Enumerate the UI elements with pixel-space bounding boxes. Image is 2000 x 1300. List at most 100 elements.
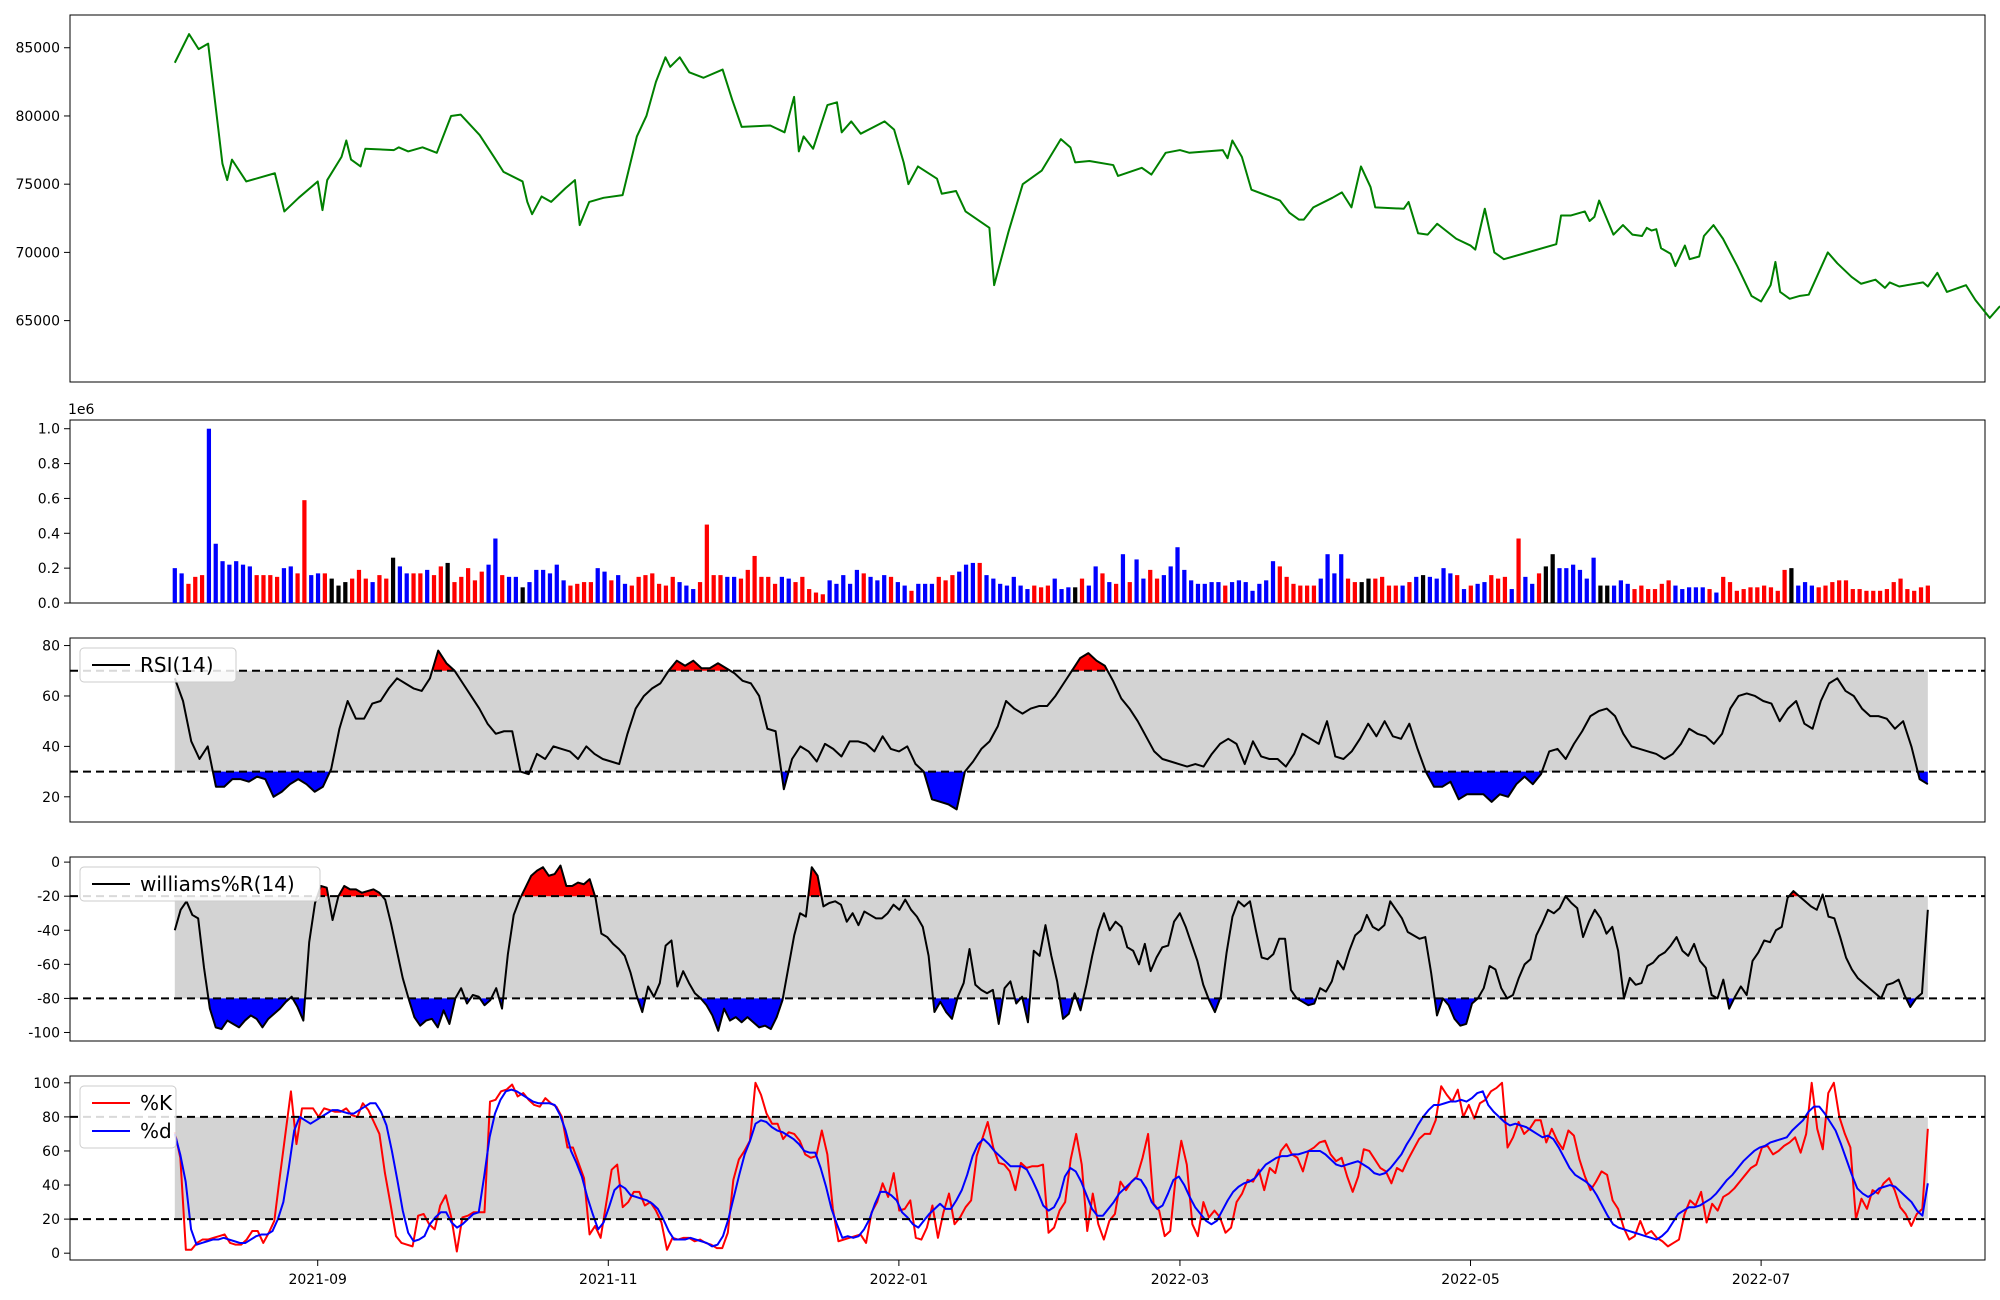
volume-bar bbox=[1509, 589, 1514, 603]
volume-ytick-label: 0.4 bbox=[38, 526, 60, 542]
williams-overbought-fill bbox=[338, 885, 383, 897]
volume-bar bbox=[1380, 576, 1385, 603]
volume-bar bbox=[1830, 582, 1835, 603]
volume-bar bbox=[1557, 568, 1562, 603]
volume-ytick-label: 1.0 bbox=[38, 422, 60, 438]
volume-bar bbox=[302, 500, 307, 603]
volume-bar bbox=[275, 576, 280, 603]
volume-bar bbox=[459, 576, 464, 603]
volume-bar bbox=[431, 575, 437, 603]
volume-bar bbox=[909, 590, 914, 603]
stochastic-legend-label: %d bbox=[140, 1119, 172, 1143]
volume-bar bbox=[1216, 582, 1221, 603]
volume-bar bbox=[315, 573, 321, 603]
volume-bar bbox=[1352, 582, 1357, 603]
volume-ytick-label: 0.0 bbox=[38, 596, 60, 612]
volume-bar bbox=[725, 576, 730, 603]
volume-bar bbox=[752, 555, 757, 603]
volume-bar bbox=[486, 564, 491, 603]
volume-bar bbox=[1775, 590, 1780, 603]
rsi-oversold-fill bbox=[1425, 771, 1542, 802]
volume-bar bbox=[452, 582, 457, 603]
xtick-label: 2022-05 bbox=[1441, 1272, 1500, 1288]
volume-bar bbox=[1298, 585, 1303, 603]
volume-bar bbox=[1530, 583, 1535, 603]
volume-bar bbox=[834, 583, 839, 603]
rsi-legend: RSI(14) bbox=[79, 647, 237, 683]
stochastic-ytick-label: 20 bbox=[42, 1212, 60, 1228]
volume-bar bbox=[1762, 585, 1767, 603]
stochastic-ytick-label: 60 bbox=[42, 1144, 60, 1160]
stochastic-ytick-label: 100 bbox=[33, 1076, 60, 1092]
volume-bar bbox=[506, 576, 512, 603]
volume-bar bbox=[588, 582, 594, 603]
volume-bar bbox=[970, 562, 975, 603]
volume-bar bbox=[1284, 576, 1289, 603]
williams-legend-box bbox=[79, 866, 321, 902]
volume-bar bbox=[1414, 576, 1419, 603]
stochastic-ytick-label: 40 bbox=[42, 1178, 60, 1194]
xtick-label: 2021-11 bbox=[579, 1272, 638, 1288]
volume-bar bbox=[1093, 566, 1098, 603]
volume-bar bbox=[418, 573, 423, 603]
volume-bar bbox=[513, 576, 518, 603]
volume-bar bbox=[1066, 587, 1071, 603]
volume-bar bbox=[1782, 569, 1787, 603]
volume-bar bbox=[1646, 589, 1651, 603]
volume-bar bbox=[616, 575, 621, 603]
volume-bar bbox=[636, 576, 641, 603]
volume-bar bbox=[493, 538, 498, 603]
volume-bar bbox=[1912, 590, 1917, 603]
volume-bar bbox=[309, 575, 314, 603]
volume-bar bbox=[1536, 573, 1542, 603]
volume-bar bbox=[390, 557, 396, 603]
volume-bar bbox=[336, 585, 341, 603]
volume-bar bbox=[1366, 578, 1371, 603]
volume-bar bbox=[643, 575, 648, 603]
volume-bar bbox=[568, 585, 573, 603]
volume-bar bbox=[1918, 587, 1924, 603]
volume-bar bbox=[902, 585, 907, 603]
williams-legend-label: williams%R(14) bbox=[140, 872, 295, 896]
volume-bar bbox=[998, 583, 1003, 603]
volume-bar bbox=[1543, 566, 1548, 603]
rsi-ytick-label: 20 bbox=[42, 790, 60, 806]
rsi-ytick-label: 60 bbox=[42, 689, 60, 705]
volume-bar bbox=[691, 589, 696, 603]
volume-bar bbox=[1823, 585, 1828, 603]
volume-bar bbox=[847, 583, 853, 603]
volume-bar bbox=[772, 583, 778, 603]
volume-bar bbox=[684, 585, 689, 603]
volume-bar bbox=[1332, 573, 1337, 603]
volume-bar bbox=[1877, 590, 1883, 603]
volume-bar bbox=[1482, 582, 1487, 603]
volume-bar bbox=[875, 580, 880, 603]
volume-bar bbox=[650, 573, 655, 603]
volume-bar bbox=[1441, 568, 1446, 603]
volume-bar bbox=[1120, 554, 1126, 603]
price-line bbox=[173, 33, 2000, 319]
volume-bar bbox=[281, 568, 287, 603]
volume-bar bbox=[1243, 582, 1248, 603]
volume-bar bbox=[465, 568, 471, 603]
xtick-label: 2022-01 bbox=[870, 1272, 929, 1288]
xtick-label: 2022-03 bbox=[1151, 1272, 1210, 1288]
volume-bar bbox=[240, 564, 246, 603]
volume-bar bbox=[1741, 589, 1746, 603]
volume-bar bbox=[1011, 576, 1016, 603]
volume-bar bbox=[234, 561, 239, 603]
volume-bar bbox=[950, 575, 955, 603]
volume-bar bbox=[1052, 578, 1057, 603]
volume-bar bbox=[199, 575, 205, 603]
volume-bar bbox=[350, 578, 355, 603]
price-ytick-label: 75000 bbox=[15, 177, 60, 193]
volume-bar bbox=[500, 575, 505, 603]
volume-bar bbox=[957, 571, 962, 603]
volume-bar bbox=[779, 576, 784, 603]
volume-bar bbox=[411, 573, 416, 603]
volume-bar bbox=[472, 580, 478, 603]
stochastic-axes-frame bbox=[69, 1075, 1986, 1261]
rsi-legend-label: RSI(14) bbox=[140, 653, 214, 677]
stochastic-band bbox=[174, 1116, 1928, 1220]
volume-bar bbox=[1018, 585, 1023, 603]
